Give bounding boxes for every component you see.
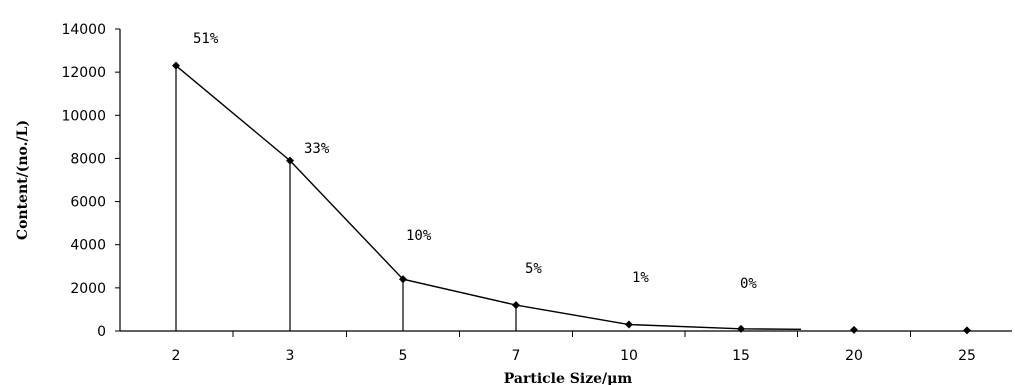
drop-lines [175,65,517,331]
data-point [850,325,858,334]
percent-label: 51% [193,31,219,47]
x-tick-label: 5 [399,348,408,364]
x-tick-label: 25 [958,348,976,364]
y-tick-label: 10000 [61,108,106,124]
axes: 0 2000 4000 6000 8000 10000 12000 14000 2 3 5 7 10 15… [61,22,1012,364]
y-tick-label: 12000 [61,65,106,81]
y-tick-label: 0 [97,324,106,340]
x-tick-label: 2 [172,348,181,364]
x-tick-label: 20 [845,348,863,364]
data-point [963,326,971,335]
data-point [625,320,633,329]
data-points [172,61,971,335]
data-point [512,301,520,310]
data-point [399,275,407,284]
x-tick-label: 10 [620,348,638,364]
data-point [172,61,180,70]
x-tick-label: 7 [512,348,521,364]
percent-label: 0% [740,276,757,292]
x-tick-label: 3 [286,348,295,364]
y-tick-label: 2000 [70,281,106,297]
data-point [737,324,745,333]
y-axis-title: Content/(no./L) [15,120,31,240]
x-axis-title: Particle Size/μm [504,371,633,385]
data-point [286,156,294,165]
series-polyline [175,65,802,330]
series-line [175,65,802,330]
percent-label: 10% [406,228,432,244]
y-tick-label: 4000 [70,238,106,254]
point-labels: 51% 33% 10% 5% 1% 0% [193,31,757,292]
y-tick-label: 8000 [70,151,106,167]
x-tick-label: 15 [732,348,750,364]
percent-label: 33% [304,141,330,157]
percent-label: 1% [632,270,649,286]
y-tick-label: 14000 [61,22,106,38]
y-tick-label: 6000 [70,195,106,211]
percent-label: 5% [525,261,542,277]
